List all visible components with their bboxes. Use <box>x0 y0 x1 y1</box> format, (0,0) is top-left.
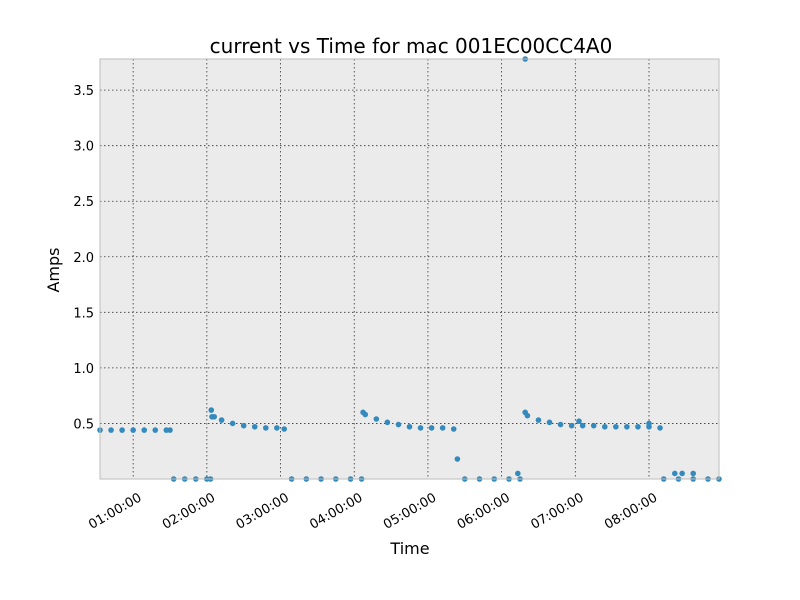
data-point <box>590 422 597 429</box>
x-tick-label: 06:00:00 <box>455 490 513 532</box>
data-point <box>406 423 413 430</box>
y-tick-label: 3.0 <box>73 140 94 155</box>
data-point <box>152 427 159 433</box>
data-point <box>208 407 215 413</box>
x-tick-label: 05:00:00 <box>381 490 439 532</box>
data-point <box>251 423 258 430</box>
data-point <box>579 422 586 429</box>
data-point <box>690 470 697 477</box>
data-point <box>646 420 652 427</box>
data-point <box>281 426 288 432</box>
x-axis: 01:00:00 02:00:00 03:00:00 04:00:00 05:00:00… <box>86 490 660 532</box>
data-point <box>141 427 148 433</box>
x-tick-label: 08:00:00 <box>602 490 660 532</box>
y-tick-label: 1.0 <box>73 362 94 377</box>
data-point <box>167 427 173 433</box>
x-axis-label: Time <box>389 539 429 558</box>
data-point <box>130 427 136 433</box>
data-point <box>384 419 391 426</box>
y-axis-label: Amps <box>44 247 63 292</box>
y-axis: 0.5 1.0 1.5 2.0 2.5 3.0 3.5 <box>73 84 94 432</box>
x-tick-label: 02:00:00 <box>160 490 218 532</box>
x-tick-label: 07:00:00 <box>528 490 586 532</box>
data-point <box>601 423 608 430</box>
y-tick-label: 2.0 <box>73 251 94 266</box>
data-point <box>417 425 424 431</box>
data-point <box>613 423 619 430</box>
y-tick-label: 3.5 <box>73 84 94 99</box>
data-point <box>274 425 280 431</box>
x-tick-label: 03:00:00 <box>234 490 292 532</box>
y-tick-label: 2.5 <box>73 195 94 210</box>
x-tick-label: 04:00:00 <box>307 490 365 532</box>
data-point <box>679 470 685 477</box>
data-point <box>454 456 461 462</box>
data-point <box>428 425 435 431</box>
chart-title: current vs Time for mac 001EC00CC4A0 <box>210 34 613 58</box>
data-point <box>546 419 553 426</box>
data-point <box>535 417 542 423</box>
data-point <box>263 425 269 431</box>
data-point <box>119 427 125 433</box>
y-tick-label: 1.5 <box>73 306 94 321</box>
data-point <box>439 425 446 431</box>
data-point <box>450 426 457 432</box>
data-point <box>108 427 114 433</box>
data-point <box>557 421 564 428</box>
data-point <box>624 423 630 430</box>
data-point <box>576 418 582 425</box>
data-point <box>635 423 641 430</box>
plot-frame <box>99 58 720 480</box>
data-point <box>515 470 521 477</box>
data-point <box>671 470 678 477</box>
data-point <box>373 416 380 422</box>
y-tick-label: 0.5 <box>73 417 94 432</box>
data-point <box>240 422 247 429</box>
data-point <box>657 425 663 431</box>
grid <box>100 59 719 479</box>
data-point <box>229 420 236 427</box>
data-point <box>395 421 402 428</box>
data-point <box>362 411 369 418</box>
data-point <box>524 412 531 419</box>
data-point <box>211 413 218 420</box>
plot-area <box>100 59 719 479</box>
x-tick-label: 01:00:00 <box>86 490 144 532</box>
data-point <box>568 422 575 429</box>
data-point <box>218 417 225 423</box>
